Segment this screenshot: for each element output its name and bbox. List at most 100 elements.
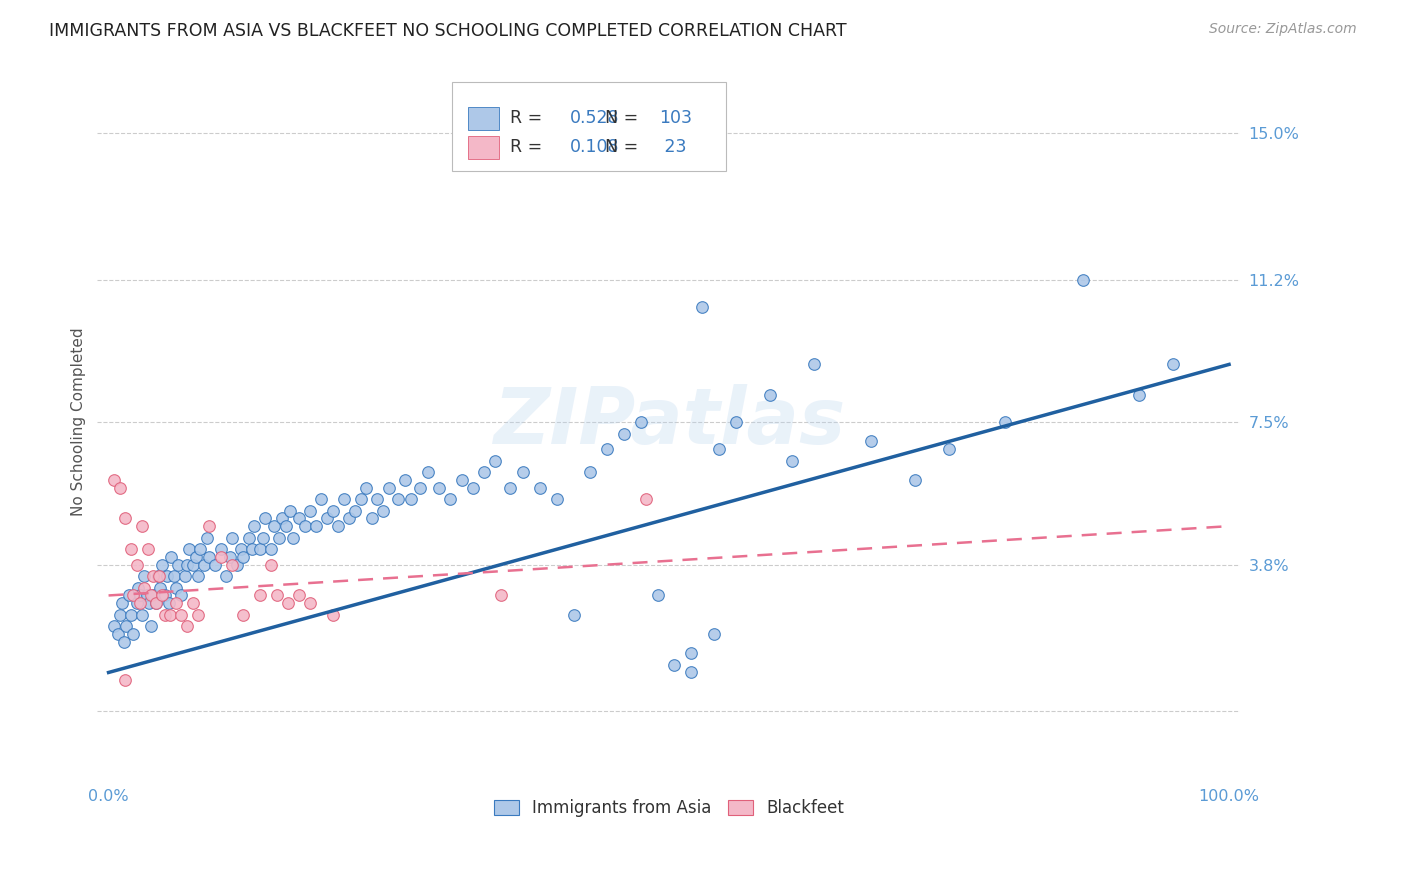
Text: N =: N = — [605, 138, 644, 156]
Point — [120, 607, 142, 622]
Point — [122, 589, 145, 603]
Point — [994, 415, 1017, 429]
Point — [377, 481, 399, 495]
Point — [579, 465, 602, 479]
Point — [167, 558, 190, 572]
Point — [129, 596, 152, 610]
Point — [803, 358, 825, 372]
Point — [145, 596, 167, 610]
Point — [904, 473, 927, 487]
Point — [179, 542, 201, 557]
Point — [647, 589, 669, 603]
Point — [149, 581, 172, 595]
Text: 0.108: 0.108 — [569, 138, 619, 156]
Point — [409, 481, 432, 495]
Text: R =: R = — [510, 110, 548, 128]
Y-axis label: No Schooling Completed: No Schooling Completed — [72, 328, 86, 516]
Point — [136, 542, 159, 557]
Point — [316, 511, 339, 525]
Point — [215, 569, 238, 583]
Point — [112, 634, 135, 648]
Point — [859, 434, 882, 449]
Point — [131, 607, 153, 622]
Point — [356, 481, 378, 495]
Point — [288, 589, 311, 603]
Point — [153, 607, 176, 622]
Point — [190, 542, 212, 557]
Point — [170, 607, 193, 622]
Point — [613, 426, 636, 441]
Point — [249, 542, 271, 557]
Point — [195, 531, 218, 545]
Point — [252, 531, 274, 545]
Point — [232, 549, 254, 564]
Point — [127, 581, 149, 595]
Point — [489, 589, 512, 603]
Point — [1128, 388, 1150, 402]
Point — [108, 481, 131, 495]
Point — [709, 442, 731, 457]
Text: 0.528: 0.528 — [569, 110, 619, 128]
Point — [288, 511, 311, 525]
Point — [546, 492, 568, 507]
Point — [232, 607, 254, 622]
Point — [115, 619, 138, 633]
Point — [439, 492, 461, 507]
Point — [240, 542, 263, 557]
Point — [198, 519, 221, 533]
Point — [260, 558, 283, 572]
Point — [107, 627, 129, 641]
Point — [596, 442, 619, 457]
Point — [283, 531, 305, 545]
Point — [157, 596, 180, 610]
Point — [150, 558, 173, 572]
Point — [664, 657, 686, 672]
Point — [254, 511, 277, 525]
Point — [114, 673, 136, 688]
Point — [1161, 358, 1184, 372]
Point — [134, 581, 156, 595]
Point — [484, 453, 506, 467]
Point — [472, 465, 495, 479]
Point — [499, 481, 522, 495]
Point — [322, 504, 344, 518]
Point — [399, 492, 422, 507]
Point — [322, 607, 344, 622]
Text: 23: 23 — [659, 138, 688, 156]
Point — [226, 558, 249, 572]
Point — [103, 473, 125, 487]
Point — [135, 589, 157, 603]
Point — [263, 519, 285, 533]
Point — [681, 646, 703, 660]
Point — [142, 569, 165, 583]
Text: N =: N = — [605, 110, 644, 128]
Point — [139, 619, 162, 633]
Point — [260, 542, 283, 557]
Point — [209, 549, 232, 564]
Point — [758, 388, 780, 402]
Point — [681, 665, 703, 680]
Point — [153, 589, 176, 603]
Point — [145, 596, 167, 610]
Point — [299, 504, 322, 518]
Point — [165, 596, 187, 610]
Point — [360, 511, 382, 525]
Point — [350, 492, 373, 507]
Point — [218, 549, 240, 564]
Point — [278, 504, 301, 518]
Point — [636, 492, 658, 507]
Point — [108, 607, 131, 622]
Point — [221, 531, 243, 545]
Point — [299, 596, 322, 610]
Point — [344, 504, 367, 518]
Point — [165, 581, 187, 595]
FancyBboxPatch shape — [468, 107, 499, 130]
Point — [103, 619, 125, 633]
Point — [176, 558, 198, 572]
Point — [187, 569, 209, 583]
Point — [529, 481, 551, 495]
Point — [366, 492, 388, 507]
Point — [371, 504, 394, 518]
Point — [450, 473, 472, 487]
Point — [387, 492, 409, 507]
